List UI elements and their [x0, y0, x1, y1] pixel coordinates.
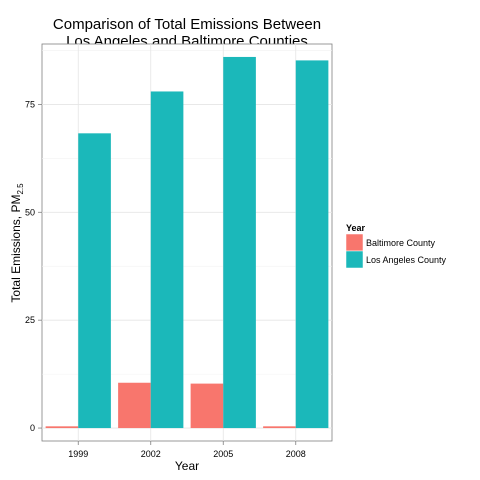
bar	[118, 383, 151, 428]
x-tick-label: 1999	[68, 449, 88, 459]
bar	[296, 60, 329, 428]
y-tick-label: 25	[25, 315, 35, 325]
legend-label: Baltimore County	[366, 238, 436, 248]
chart-title-line1: Comparison of Total Emissions Between	[53, 16, 321, 33]
legend: Year Baltimore County Los Angeles County	[346, 223, 447, 268]
y-axis-title-subscript: 2.5	[16, 183, 25, 195]
x-tick-label: 2005	[213, 449, 233, 459]
legend-key	[346, 251, 363, 268]
y-axis: 0 25 50 75	[25, 99, 42, 433]
bar	[263, 426, 296, 428]
bar	[191, 384, 224, 428]
x-axis: 1999 2002 2005 2008	[68, 441, 306, 459]
y-axis-title: Total Emissions, PM2.5	[9, 183, 25, 303]
y-axis-title-main: Total Emissions, PM	[9, 195, 23, 303]
bar	[151, 91, 184, 428]
x-tick-label: 2008	[286, 449, 306, 459]
y-tick-label: 0	[30, 423, 35, 433]
legend-title: Year	[346, 223, 366, 233]
x-tick-label: 2002	[141, 449, 161, 459]
bar	[223, 57, 256, 428]
y-tick-label: 50	[25, 207, 35, 217]
y-tick-label: 75	[25, 99, 35, 109]
legend-label: Los Angeles County	[366, 255, 447, 265]
bar	[46, 426, 79, 428]
legend-key	[346, 234, 363, 251]
x-axis-title: Year	[175, 459, 199, 473]
bar	[78, 133, 111, 428]
